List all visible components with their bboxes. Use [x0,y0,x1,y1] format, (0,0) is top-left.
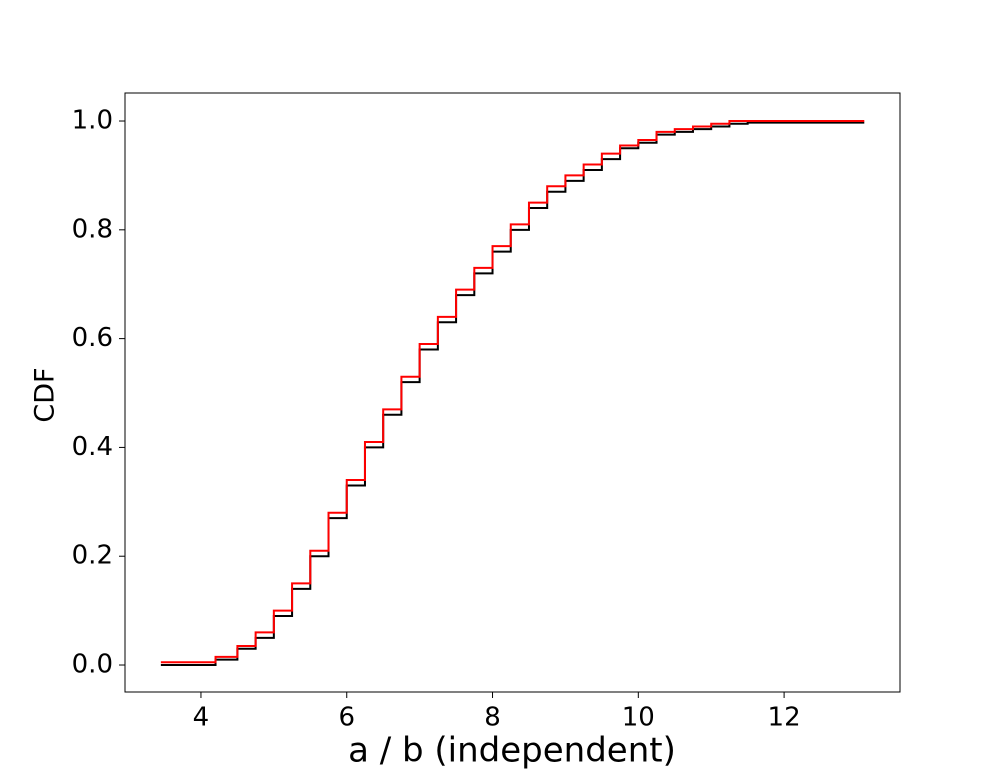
y-tick-label: 0.8 [72,214,113,244]
y-tick-label: 0.0 [72,650,113,680]
x-tick-label: 8 [484,703,501,733]
x-tick-label: 12 [768,703,801,733]
y-tick-label: 0.4 [72,432,113,462]
x-tick-label: 10 [622,703,655,733]
x-tick-label: 6 [338,703,355,733]
y-axis-label: CDF [30,367,61,422]
plot-frame [124,92,901,693]
y-tick-label: 0.6 [72,323,113,353]
cdf-line [160,121,865,667]
x-tick-label: 4 [193,703,210,733]
y-tick-label: 1.0 [72,106,113,136]
y-tick-label: 0.2 [72,541,113,571]
cdf-line [160,120,865,664]
x-axis-label: a / b (independent) [348,731,676,771]
